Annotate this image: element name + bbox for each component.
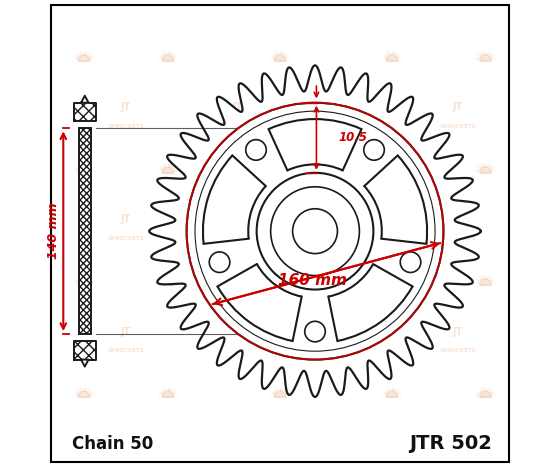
Bar (79, 128, 91, 334)
Polygon shape (480, 55, 491, 61)
Polygon shape (480, 167, 491, 173)
Polygon shape (274, 279, 286, 285)
Bar (74, 103, 96, 121)
Text: SPROCKETS: SPROCKETS (108, 124, 144, 128)
Polygon shape (149, 65, 481, 397)
Text: SPROCKETS: SPROCKETS (220, 236, 256, 241)
Text: Chain 50: Chain 50 (72, 435, 153, 453)
Text: SPROCKETS: SPROCKETS (220, 124, 256, 128)
Polygon shape (162, 391, 174, 397)
Polygon shape (78, 55, 90, 61)
Text: JT: JT (121, 214, 131, 225)
Circle shape (186, 103, 444, 360)
Circle shape (400, 252, 421, 272)
Text: SPROCKETS: SPROCKETS (220, 348, 256, 353)
Text: JT: JT (452, 102, 463, 113)
Polygon shape (274, 167, 286, 173)
Polygon shape (480, 391, 491, 397)
Text: SPROCKETS: SPROCKETS (337, 348, 373, 353)
Text: JT: JT (452, 326, 463, 337)
Polygon shape (78, 167, 90, 173)
Text: JT: JT (233, 326, 243, 337)
Circle shape (293, 209, 338, 254)
Text: JTR 502: JTR 502 (409, 434, 492, 453)
Polygon shape (386, 279, 398, 285)
Text: JT: JT (349, 326, 360, 337)
Polygon shape (386, 55, 398, 61)
Circle shape (364, 140, 384, 160)
Polygon shape (217, 264, 302, 341)
Text: SPROCKETS: SPROCKETS (337, 124, 373, 128)
Polygon shape (274, 391, 286, 397)
Circle shape (246, 140, 267, 160)
Polygon shape (162, 167, 174, 173)
Text: SPROCKETS: SPROCKETS (108, 348, 144, 353)
Bar (74, 341, 96, 360)
Text: JT: JT (121, 326, 131, 337)
Text: JT: JT (349, 214, 360, 225)
Text: JT: JT (233, 214, 243, 225)
Text: SPROCKETS: SPROCKETS (439, 348, 476, 353)
Text: SPROCKETS: SPROCKETS (439, 236, 476, 241)
Text: JT: JT (349, 102, 360, 113)
Polygon shape (364, 156, 427, 244)
Text: 160 mm: 160 mm (278, 273, 347, 288)
Polygon shape (386, 167, 398, 173)
Text: 140 mm: 140 mm (46, 203, 59, 260)
Polygon shape (81, 96, 88, 103)
Text: JT: JT (121, 102, 131, 113)
Polygon shape (480, 279, 491, 285)
Polygon shape (78, 279, 90, 285)
Bar (79, 128, 91, 334)
Polygon shape (81, 360, 88, 367)
Circle shape (256, 173, 374, 290)
Polygon shape (328, 264, 413, 341)
Polygon shape (386, 391, 398, 397)
Polygon shape (78, 391, 90, 397)
Text: JT: JT (452, 214, 463, 225)
Text: JT: JT (233, 102, 243, 113)
Polygon shape (269, 119, 361, 170)
Text: SPROCKETS: SPROCKETS (108, 236, 144, 241)
Polygon shape (274, 55, 286, 61)
Circle shape (305, 321, 325, 342)
Polygon shape (162, 55, 174, 61)
Text: 10.5: 10.5 (339, 131, 368, 144)
Circle shape (209, 252, 230, 272)
Text: SPROCKETS: SPROCKETS (439, 124, 476, 128)
Text: SPROCKETS: SPROCKETS (337, 236, 373, 241)
Polygon shape (203, 156, 266, 244)
Polygon shape (74, 341, 96, 360)
Polygon shape (74, 103, 96, 121)
FancyBboxPatch shape (51, 5, 509, 462)
Polygon shape (162, 279, 174, 285)
